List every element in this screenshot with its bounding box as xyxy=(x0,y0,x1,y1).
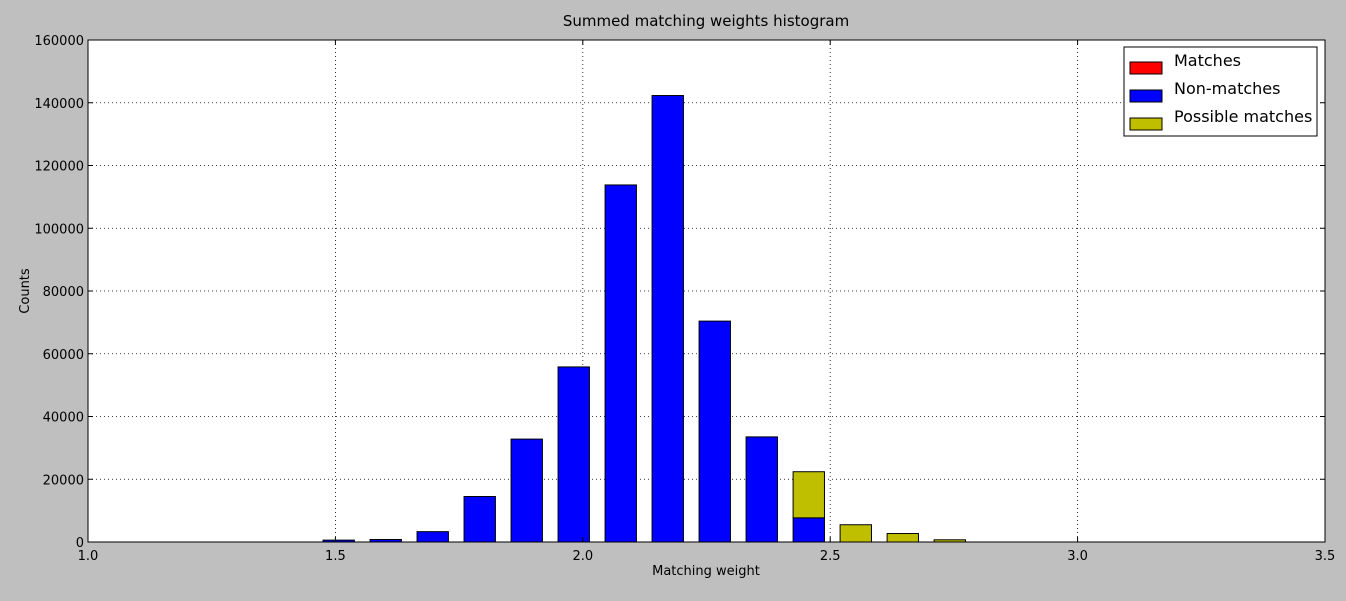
bar-non-matches xyxy=(416,531,449,543)
x-tick-label: 3.0 xyxy=(1067,549,1088,564)
ticks-group xyxy=(87,39,1326,543)
bar-non-matches xyxy=(557,366,590,543)
y-tick-label: 140000 xyxy=(34,97,84,112)
bar-non-matches xyxy=(698,320,731,543)
y-axis-label: Counts xyxy=(18,268,33,314)
y-tick-label: 120000 xyxy=(34,160,84,175)
x-tick-label: 2.5 xyxy=(820,549,841,564)
bar-non-matches xyxy=(463,496,496,543)
y-tick-label: 20000 xyxy=(43,473,84,488)
bar-possible-matches xyxy=(886,533,919,543)
legend-label: Possible matches xyxy=(1174,107,1312,126)
y-tick-label: 80000 xyxy=(43,285,84,300)
x-tick-label: 1.5 xyxy=(325,549,346,564)
tick-labels-group: 1.0 1.5 2.0 2.5 3.0 3.5 0 20000 40000 60000 80000 1… xyxy=(34,34,1335,564)
y-tick-label: 160000 xyxy=(34,34,84,49)
legend-swatch xyxy=(1129,89,1163,103)
bar-non-matches xyxy=(745,436,778,543)
bar-non-matches xyxy=(651,95,684,543)
y-tick-label: 40000 xyxy=(43,411,84,426)
x-axis-label: Matching weight xyxy=(652,564,760,579)
x-tick-label: 3.5 xyxy=(1315,549,1336,564)
bar-non-matches xyxy=(792,517,825,543)
legend: Matches Non-matches Possible matches xyxy=(1123,46,1318,137)
legend-label: Non-matches xyxy=(1174,79,1280,98)
chart-title: Summed matching weights histogram xyxy=(563,12,849,30)
y-tick-label: 60000 xyxy=(43,348,84,363)
legend-swatch xyxy=(1129,61,1163,75)
y-tick-label: 100000 xyxy=(34,222,84,237)
bar-non-matches xyxy=(604,184,637,543)
bar-non-matches xyxy=(510,438,543,543)
bar-possible-matches xyxy=(839,524,872,543)
x-tick-label: 1.0 xyxy=(78,549,99,564)
legend-label: Matches xyxy=(1174,51,1241,70)
y-tick-label: 0 xyxy=(76,536,84,551)
bars-group xyxy=(322,95,966,543)
x-tick-label: 2.0 xyxy=(572,549,593,564)
bar-possible-matches xyxy=(792,471,825,519)
legend-swatch xyxy=(1129,117,1163,131)
